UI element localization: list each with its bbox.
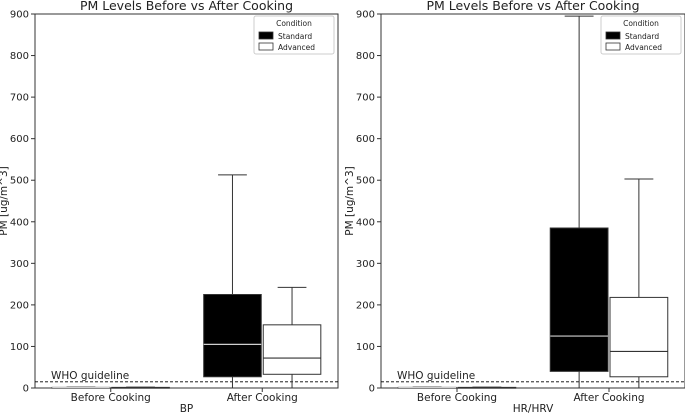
x-tick-label: After Cooking — [573, 392, 644, 404]
y-tick-label: 600 — [356, 134, 375, 145]
chart-panel-1: PM Levels Before vs After Cooking 0 100 200… — [0, 0, 339, 414]
y-tick-label: 900 — [356, 10, 375, 21]
y-tick-label: 400 — [356, 217, 375, 228]
y-tick-label: 500 — [10, 176, 29, 187]
legend-title: Condition — [623, 19, 659, 28]
legend-swatch-standard — [605, 31, 621, 40]
legend-frame — [600, 15, 682, 55]
x-tick-label: Before Cooking — [71, 392, 151, 404]
y-tick-label: 800 — [10, 51, 29, 62]
chart-panel-2: PM Levels Before vs After Cooking 0 100 200… — [344, 0, 685, 414]
box-standard — [549, 227, 609, 372]
y-tick-label: 800 — [356, 51, 375, 62]
y-tick-label: 100 — [10, 342, 29, 353]
y-tick-label: 300 — [10, 259, 29, 270]
legend-title: Condition — [276, 19, 312, 28]
legend-swatch-standard — [258, 31, 274, 40]
y-tick-label: 0 — [23, 384, 29, 395]
x-axis-label: BP — [180, 403, 194, 414]
y-axis-label: PM [ug/m^3] — [0, 166, 10, 236]
box-advanced — [262, 324, 322, 375]
legend-label: Standard — [278, 32, 312, 41]
legend-label: Advanced — [278, 43, 315, 52]
y-tick-label: 500 — [356, 176, 375, 187]
legend: Condition Standard Advanced — [600, 15, 682, 55]
y-tick-label: 200 — [10, 300, 29, 311]
box-advanced — [609, 296, 669, 378]
y-tick-label: 0 — [369, 384, 375, 395]
chart-title: PM Levels Before vs After Cooking — [426, 0, 639, 13]
x-tick-label: Before Cooking — [417, 392, 497, 404]
x-axis-label: HR/HRV — [513, 403, 554, 414]
legend-frame — [253, 15, 335, 55]
y-tick-label: 400 — [10, 217, 29, 228]
legend-swatch-advanced — [258, 42, 274, 51]
y-tick-label: 700 — [10, 93, 29, 104]
x-tick-label: After Cooking — [227, 392, 298, 404]
y-tick-label: 900 — [10, 10, 29, 21]
who-guideline-label: WHO guideline — [397, 370, 475, 382]
box-standard — [203, 294, 262, 378]
y-tick-label: 200 — [356, 300, 375, 311]
legend: Condition Standard Advanced — [253, 15, 335, 55]
chart-title: PM Levels Before vs After Cooking — [80, 0, 293, 13]
legend-label: Standard — [625, 32, 659, 41]
plot-frame — [34, 13, 339, 389]
y-tick-label: 600 — [10, 134, 29, 145]
y-axis-label: PM [ug/m^3] — [344, 166, 356, 236]
y-tick-label: 700 — [356, 93, 375, 104]
y-tick-label: 300 — [356, 259, 375, 270]
legend-label: Advanced — [625, 43, 662, 52]
who-guideline-label: WHO guideline — [51, 370, 129, 382]
y-tick-label: 100 — [356, 342, 375, 353]
plot-frame — [380, 13, 685, 389]
legend-swatch-advanced — [605, 42, 621, 51]
